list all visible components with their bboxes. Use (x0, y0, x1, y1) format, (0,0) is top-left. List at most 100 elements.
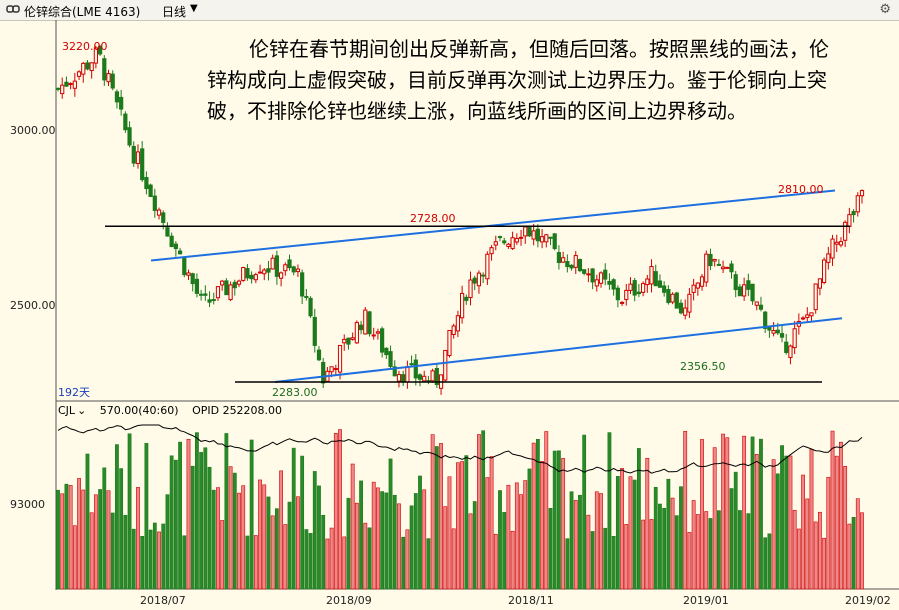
candle-body (859, 190, 865, 197)
volume-bar (620, 468, 624, 590)
candle-body (371, 334, 376, 337)
candle-body (451, 325, 456, 335)
volume-bar (599, 493, 603, 590)
candle-body (165, 227, 170, 237)
candle-body (220, 280, 225, 286)
volume-bar (851, 517, 856, 590)
volume-bar (700, 439, 704, 590)
volume-bar (287, 501, 292, 590)
chevron-down-icon[interactable]: ⌄ (77, 404, 87, 417)
volume-bar (477, 434, 481, 590)
candle-body (742, 284, 747, 297)
candle-body (607, 280, 612, 285)
candle-body (270, 257, 275, 270)
volume-bar (607, 432, 612, 590)
volume-bar (687, 532, 692, 590)
time-tick-2018-07: 2018/07 (140, 594, 186, 607)
volume-bar (296, 496, 300, 590)
volume-bar (72, 525, 77, 590)
volume-bar (775, 473, 780, 590)
candle-body (367, 311, 372, 335)
indicator-name[interactable]: CJL (58, 404, 76, 417)
candle-body (211, 299, 216, 302)
candle-body (851, 211, 856, 216)
candle-body (148, 184, 153, 198)
volume-bar (847, 523, 852, 590)
link-icon[interactable] (6, 4, 20, 14)
volume-bar (527, 468, 532, 590)
volume-bar (763, 537, 768, 590)
volume-bar (207, 466, 212, 590)
volume-bar (489, 456, 494, 590)
candle-body (249, 274, 254, 280)
volume-bar (426, 538, 431, 590)
settings-icon[interactable]: ⚙ (879, 2, 891, 17)
candle-body (792, 328, 797, 349)
candle-body (758, 304, 764, 310)
volume-bar (195, 432, 199, 590)
volume-bar (102, 467, 107, 590)
volume-bar (548, 508, 553, 590)
volume-bar (594, 491, 599, 590)
volume-bar (464, 455, 469, 590)
chevron-down-icon[interactable]: ▼ (190, 3, 198, 14)
candle-body (590, 268, 595, 283)
period-selector[interactable]: 日线 (162, 5, 187, 19)
candle-body (102, 58, 107, 81)
low-label-1: 2283.00 (272, 386, 318, 399)
candle-body (662, 285, 667, 293)
volume-bar (380, 491, 385, 590)
volume-bar (258, 479, 262, 590)
volume-bar (561, 458, 566, 590)
volume-bar (182, 535, 187, 590)
volume-bar (637, 448, 641, 590)
candle-body (388, 351, 393, 367)
volume-bar (333, 433, 338, 590)
volume-bar (552, 450, 557, 590)
volume-bar (818, 511, 822, 590)
price-tick-3000: 3000.00 (10, 124, 56, 137)
candle-body (392, 366, 397, 377)
candle-body (253, 274, 258, 281)
candle-body (89, 62, 94, 72)
candle-body (380, 328, 385, 353)
volume-bar (582, 434, 587, 590)
volume-bar (683, 430, 688, 590)
candle-body (278, 272, 284, 279)
candle-body (506, 243, 511, 247)
candle-body (144, 176, 149, 190)
volume-bar (249, 439, 254, 590)
candle-body (405, 366, 410, 383)
volume-bar (792, 509, 797, 590)
candle-body (535, 228, 540, 242)
volume-bar (237, 492, 241, 590)
candle-body (321, 361, 326, 384)
time-tick-2019-02: 2019/02 (845, 594, 891, 607)
volume-bar (603, 527, 608, 590)
candle-body (363, 309, 368, 335)
candle-body (582, 269, 587, 274)
candle-body (333, 368, 338, 371)
volume-bar (506, 484, 511, 590)
volume-bar (127, 433, 132, 590)
volume-bar (64, 483, 69, 590)
volume-bar (266, 496, 271, 590)
candle-body (97, 45, 103, 55)
candle-body (131, 145, 136, 164)
candle-body (350, 337, 355, 340)
volume-bar (510, 530, 515, 590)
volume-bar (56, 489, 60, 590)
volume-bar (447, 476, 452, 590)
volume-bar (565, 538, 570, 590)
candle-body (763, 311, 768, 329)
candle-body (523, 226, 528, 237)
volume-bar (759, 438, 763, 590)
candle-body (308, 297, 313, 317)
candle-body (342, 338, 347, 344)
candle-body (771, 330, 776, 334)
volume-bar (397, 503, 401, 590)
candle-body (548, 236, 553, 239)
volume-bar (93, 494, 98, 590)
volume-bar (809, 449, 814, 590)
